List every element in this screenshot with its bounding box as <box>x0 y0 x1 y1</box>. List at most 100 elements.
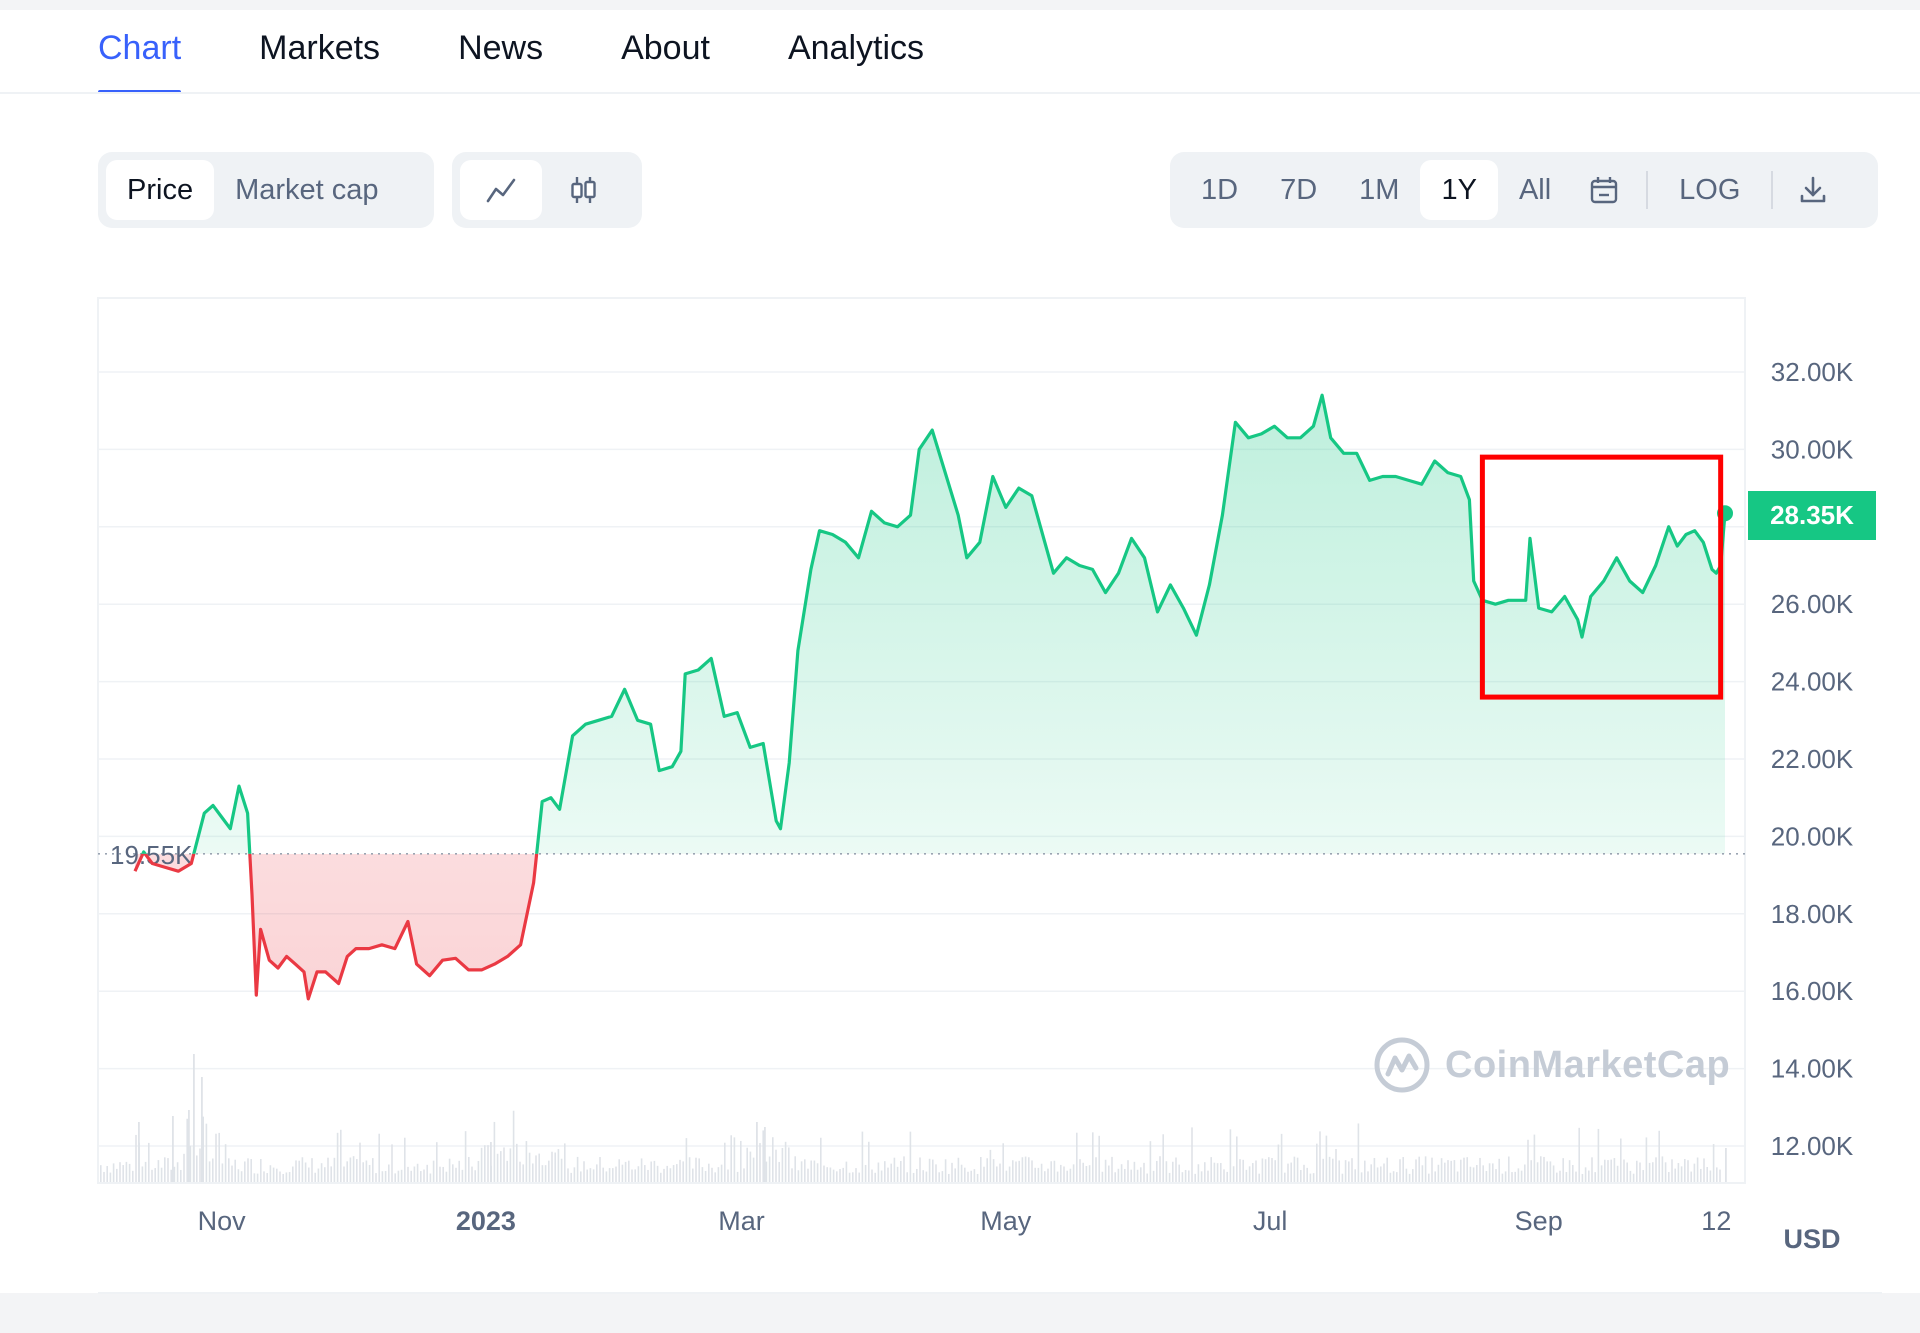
volume-bar <box>1709 1170 1712 1182</box>
volume-bar <box>1165 1161 1168 1182</box>
volume-bar <box>1226 1171 1228 1182</box>
volume-bar <box>1178 1164 1180 1182</box>
volume-bar <box>1149 1141 1152 1182</box>
volume-bar <box>1120 1164 1123 1182</box>
volume-bar <box>1572 1165 1574 1182</box>
volume-bar <box>1127 1160 1129 1182</box>
calendar-button[interactable] <box>1572 160 1636 220</box>
volume-bar <box>400 1169 403 1182</box>
volume-bar <box>388 1164 390 1182</box>
volume-bar <box>1546 1161 1548 1182</box>
volume-bar <box>692 1168 694 1182</box>
volume-bar <box>784 1141 787 1182</box>
volume-bar <box>1552 1165 1555 1182</box>
log-scale-button[interactable]: LOG <box>1679 173 1741 206</box>
volume-bar <box>909 1131 912 1182</box>
x-tick-label: Mar <box>718 1206 765 1236</box>
tab-chart[interactable]: Chart <box>98 29 182 94</box>
volume-bar <box>1565 1172 1568 1182</box>
volume-bar <box>1012 1160 1014 1182</box>
volume-bar <box>116 1168 118 1182</box>
volume-bar <box>199 1148 201 1182</box>
volume-bar <box>1053 1160 1056 1182</box>
price-chart[interactable]: 19.55K 32.00K30.00K28.00K26.00K24.00K22.… <box>0 10 1920 1293</box>
volume-bar <box>1136 1169 1139 1182</box>
volume-bar <box>1156 1160 1158 1182</box>
volume-bar <box>1453 1160 1456 1182</box>
volume-bar <box>1184 1169 1187 1182</box>
volume-bar <box>506 1160 508 1182</box>
volume-bar <box>1239 1159 1241 1182</box>
tab-news[interactable]: News <box>458 28 544 67</box>
range-7d-button[interactable]: 7D <box>1280 173 1318 206</box>
volume-bar <box>493 1121 496 1182</box>
volume-bar <box>640 1158 643 1182</box>
volume-bar <box>912 1172 915 1182</box>
volume-bar <box>1168 1172 1171 1182</box>
volume-bar <box>941 1171 944 1182</box>
calendar-icon <box>1590 177 1618 204</box>
volume-bar <box>1325 1135 1328 1182</box>
area-below-baseline <box>135 853 537 999</box>
volume-bar <box>212 1158 214 1182</box>
candlestick-button[interactable] <box>542 160 624 220</box>
volume-bar <box>589 1168 592 1182</box>
volume-bar <box>1364 1160 1366 1182</box>
volume-bar <box>525 1141 528 1182</box>
volume-bar <box>557 1149 560 1182</box>
volume-bar <box>439 1166 441 1182</box>
range-all-button[interactable]: All <box>1518 173 1552 206</box>
volume-bar <box>1252 1163 1254 1182</box>
tab-about[interactable]: About <box>621 28 710 67</box>
volume-bar <box>823 1165 825 1182</box>
volume-bar <box>391 1144 393 1182</box>
volume-bar <box>967 1171 969 1182</box>
volume-bar <box>829 1167 832 1182</box>
volume-bar <box>1568 1160 1571 1182</box>
volume-bar <box>896 1166 899 1182</box>
price-button[interactable]: Price <box>106 160 215 220</box>
currency-label: USD <box>1783 1224 1840 1254</box>
volume-bar <box>615 1166 617 1182</box>
y-tick-label: 12.00K <box>1771 1131 1854 1161</box>
volume-bar <box>996 1166 998 1182</box>
range-1m-button[interactable]: 1M <box>1359 173 1400 206</box>
volume-bar <box>112 1163 115 1182</box>
tab-markets[interactable]: Markets <box>259 28 381 67</box>
volume-bar <box>1216 1163 1219 1182</box>
volume-bar <box>1632 1173 1635 1182</box>
tab-analytics[interactable]: Analytics <box>787 28 925 67</box>
volume-bar <box>128 1163 131 1182</box>
volume-bar <box>1114 1172 1116 1182</box>
y-tick-label: 20.00K <box>1771 821 1854 851</box>
volume-bar <box>188 1110 190 1182</box>
market-cap-button[interactable]: Market cap <box>235 173 379 206</box>
volume-bar <box>1703 1158 1705 1182</box>
volume-bar <box>1648 1162 1651 1182</box>
volume-bar <box>436 1142 438 1182</box>
volume-bar <box>103 1171 105 1182</box>
bottom-divider <box>98 1292 1882 1294</box>
volume-bar <box>381 1171 384 1182</box>
volume-bar <box>1293 1156 1296 1182</box>
volume-bar <box>1242 1159 1244 1182</box>
volume-bar <box>420 1171 422 1182</box>
volume-bar <box>1620 1138 1622 1182</box>
volume-bar <box>1556 1172 1558 1182</box>
volume-bar <box>295 1160 297 1182</box>
volume-bar <box>407 1166 409 1182</box>
volume-bar <box>1236 1136 1238 1182</box>
volume-bar <box>356 1159 358 1182</box>
volume-bar <box>1124 1168 1126 1182</box>
volume-bar <box>1040 1163 1043 1182</box>
volume-bar <box>263 1171 265 1182</box>
line-chart-button[interactable] <box>460 160 542 220</box>
volume-bar <box>1696 1157 1699 1182</box>
volume-bar <box>135 1134 137 1182</box>
volume-bar <box>1207 1170 1209 1182</box>
volume-bar <box>560 1158 563 1182</box>
download-button[interactable] <box>1783 160 1843 220</box>
range-1y-button[interactable]: 1Y <box>1420 160 1498 220</box>
volume-bar <box>884 1161 886 1182</box>
range-1d-button[interactable]: 1D <box>1201 173 1239 206</box>
